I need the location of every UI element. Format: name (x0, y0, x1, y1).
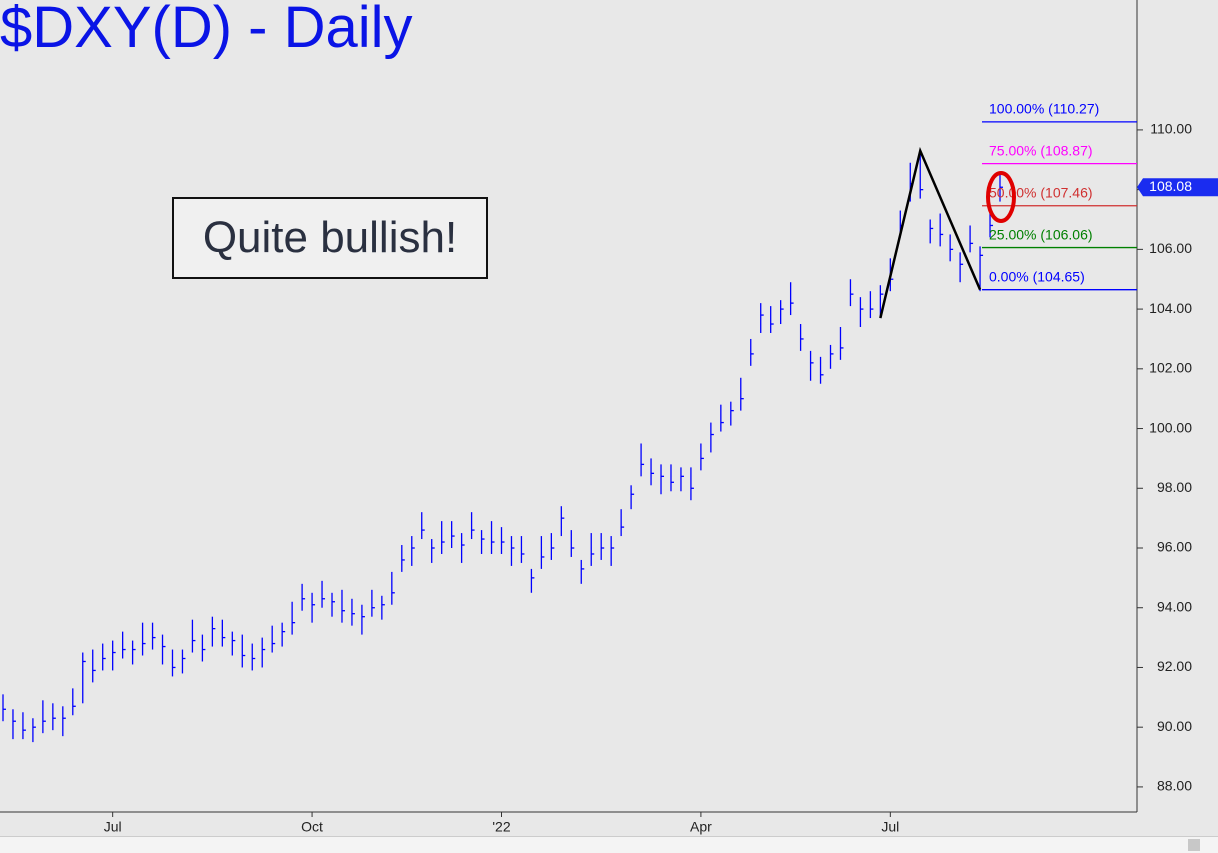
pattern-line (879, 146, 982, 319)
y-tick-label: 110.00 (1150, 121, 1192, 137)
y-tick-label: 90.00 (1157, 718, 1192, 734)
highlight-circle (986, 171, 1016, 223)
level-label: 50.00% (107.46) (989, 184, 1093, 200)
x-tick-label: Jul (881, 819, 899, 835)
price-tag-label: 108.08 (1149, 178, 1192, 194)
annotation: Quite bullish! (172, 197, 488, 279)
x-tick-label: Apr (690, 819, 712, 835)
chart-title: $DXY(D) - Daily (0, 0, 413, 60)
y-tick-label: 98.00 (1157, 479, 1192, 495)
y-tick-label: 106.00 (1149, 240, 1192, 256)
x-tick-label: Jul (104, 819, 122, 835)
x-tick-label: Oct (301, 819, 323, 835)
scroll-thumb[interactable] (1188, 839, 1200, 851)
price-tag (1137, 178, 1218, 197)
y-tick-label: 100.00 (1149, 419, 1192, 435)
y-tick-label: 104.00 (1149, 300, 1192, 316)
scrollbar[interactable] (0, 836, 1218, 853)
level-label: 75.00% (108.87) (989, 142, 1093, 158)
y-tick-label: 88.00 (1157, 778, 1192, 794)
y-tick-label: 102.00 (1149, 360, 1192, 376)
y-tick-label: 94.00 (1157, 598, 1192, 614)
level-label: 0.00% (104.65) (989, 268, 1085, 284)
y-tick-label: 92.00 (1157, 658, 1192, 674)
level-label: 100.00% (110.27) (989, 101, 1099, 117)
level-label: 25.00% (106.06) (989, 226, 1093, 242)
x-tick-label: '22 (492, 819, 510, 835)
y-tick-label: 96.00 (1157, 539, 1192, 555)
